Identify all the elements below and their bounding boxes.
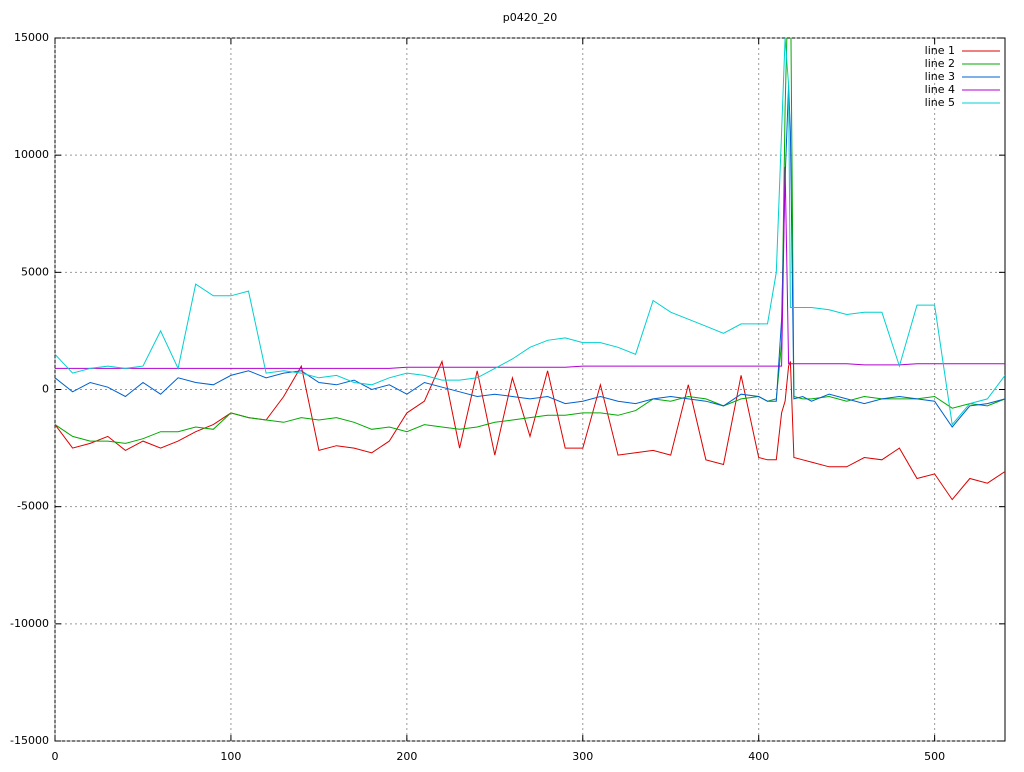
legend-label: line 3 <box>925 70 955 83</box>
y-tick-label: -5000 <box>17 500 49 513</box>
x-tick-label: 400 <box>748 750 769 763</box>
x-tick-label: 0 <box>52 750 59 763</box>
legend-label: line 4 <box>925 83 955 96</box>
chart-title: p0420_20 <box>503 11 557 24</box>
series-line <box>55 84 1005 428</box>
y-tick-label: 0 <box>42 383 49 396</box>
x-tick-label: 500 <box>924 750 945 763</box>
series-line <box>55 166 1005 369</box>
series-line <box>55 38 1005 426</box>
y-tick-label: 15000 <box>14 31 49 44</box>
x-tick-label: 300 <box>572 750 593 763</box>
legend-label: line 2 <box>925 57 955 70</box>
y-tick-label: -15000 <box>10 734 49 747</box>
series-line <box>55 359 1005 501</box>
legend-label: line 1 <box>925 44 955 57</box>
x-tick-label: 200 <box>396 750 417 763</box>
y-tick-label: 10000 <box>14 148 49 161</box>
x-tick-label: 100 <box>220 750 241 763</box>
y-tick-label: 5000 <box>21 265 49 278</box>
series-line <box>55 38 1005 444</box>
y-tick-label: -10000 <box>10 617 49 630</box>
legend-label: line 5 <box>925 96 955 109</box>
